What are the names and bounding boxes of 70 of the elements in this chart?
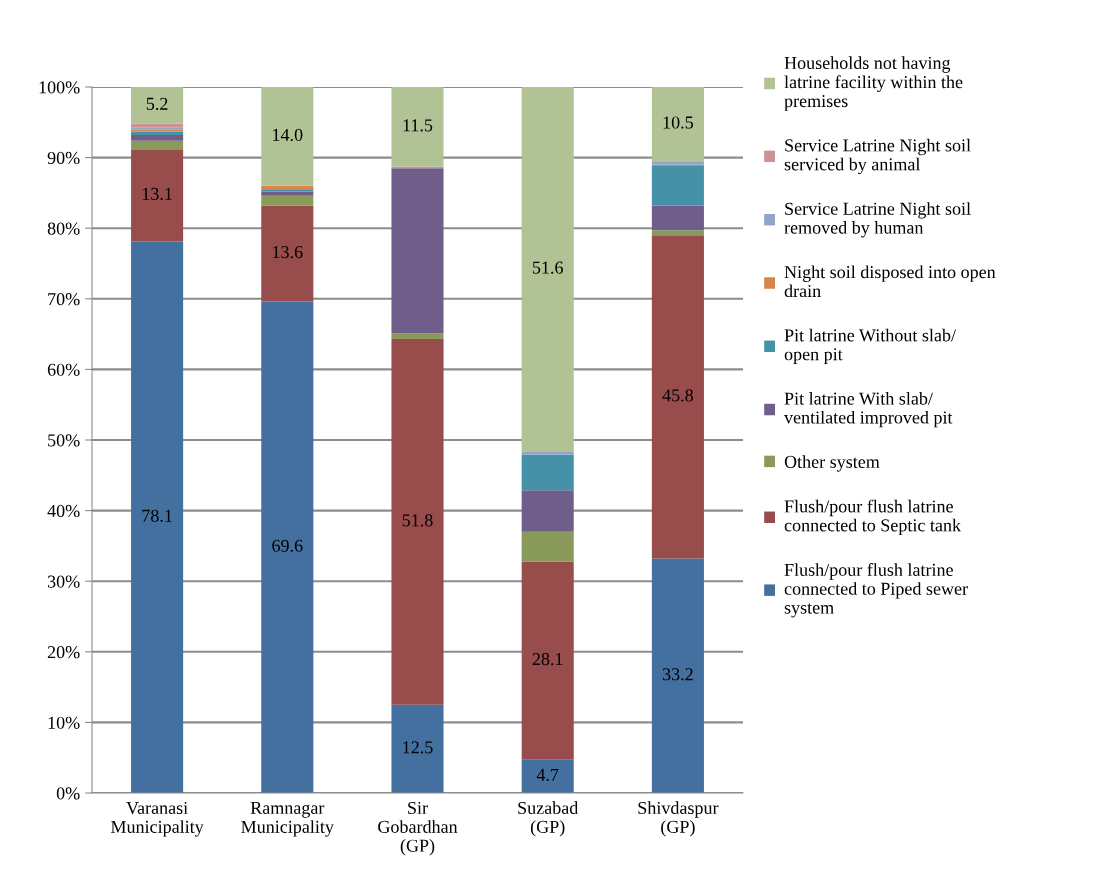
y-tick-label: 20% <box>47 646 80 659</box>
y-tick-label: 60% <box>47 363 80 376</box>
x-tick-label: Varanasi Municipality <box>110 801 204 837</box>
y-tick-label: 90% <box>47 151 80 165</box>
bar <box>391 168 444 334</box>
legend-label: Households not having latrine facility within the premises <box>784 56 963 111</box>
bar <box>521 87 574 452</box>
data-label: 13.6 <box>273 246 303 259</box>
y-tick-label: 40% <box>47 504 80 518</box>
legend-label: Service Latrine Night soil removed by human <box>784 202 971 238</box>
x-tick-label: Sir Gobardhan (GP) <box>378 801 458 856</box>
data-label: 33.2 <box>662 668 693 681</box>
data-label: 51.6 <box>532 261 563 274</box>
bar <box>391 339 444 705</box>
bar <box>651 87 704 162</box>
bar <box>391 87 444 167</box>
data-label: 78.1 <box>142 509 172 522</box>
data-label: 10.5 <box>663 116 693 129</box>
bar <box>261 191 314 196</box>
y-tick-label: 50% <box>48 434 80 447</box>
bar <box>261 195 314 206</box>
y-tick-label: 100% <box>39 81 80 94</box>
y-tick-label: 70% <box>48 293 80 306</box>
data-label: 28.1 <box>532 652 563 666</box>
y-tick-label: 80% <box>47 222 80 235</box>
bar <box>521 759 574 793</box>
bar <box>131 87 184 124</box>
bar <box>521 454 574 491</box>
x-tick-label: Ramnagar Municipality <box>241 801 334 837</box>
bar <box>521 451 574 455</box>
data-label: 11.5 <box>403 119 433 132</box>
bar <box>521 490 574 532</box>
bar <box>131 140 184 150</box>
legend-label: Flush/pour flush latrine connected to Septic tank <box>784 499 962 536</box>
bar <box>521 561 574 760</box>
bar <box>651 230 704 236</box>
bar <box>261 301 314 793</box>
bar <box>391 704 444 793</box>
bar <box>131 131 184 136</box>
data-label: 4.7 <box>536 768 559 782</box>
bar <box>261 205 314 302</box>
data-label: 14.0 <box>273 128 303 142</box>
bar <box>131 241 184 793</box>
data-label: 69.6 <box>272 539 303 552</box>
y-tick-label: 30% <box>47 575 80 588</box>
y-tick-label: 0% <box>56 787 80 800</box>
legend-label: Other system <box>784 455 880 472</box>
bar <box>131 135 184 141</box>
legend-label: Pit latrine Without slab/ open pit <box>784 328 957 365</box>
data-label: 45.8 <box>662 389 694 402</box>
y-tick-label: 10% <box>48 716 80 729</box>
legend-label: Flush/pour flush latrine connected to Piped sewer system <box>784 563 968 618</box>
bar <box>651 558 704 793</box>
data-label: 12.5 <box>403 741 433 754</box>
bar <box>651 166 704 206</box>
bar <box>261 87 314 186</box>
data-label: 13.1 <box>142 187 172 200</box>
bar <box>521 531 574 562</box>
legend-label: Night soil disposed into open drain <box>784 265 996 298</box>
bar <box>651 205 704 231</box>
bar <box>131 149 184 242</box>
bar <box>391 333 444 340</box>
data-label: 5.2 <box>146 97 168 110</box>
legend-label: Service Latrine Night soil serviced by animal <box>784 138 971 175</box>
x-tick-label: Suzabad (GP) <box>518 801 579 837</box>
bar <box>261 185 314 191</box>
x-tick-label: Shivdaspur (GP) <box>638 801 719 837</box>
data-label: 51.8 <box>402 514 433 527</box>
bar <box>651 235 704 559</box>
legend-label: Pit latrine With slab/ ventilated improved pit <box>784 392 953 428</box>
